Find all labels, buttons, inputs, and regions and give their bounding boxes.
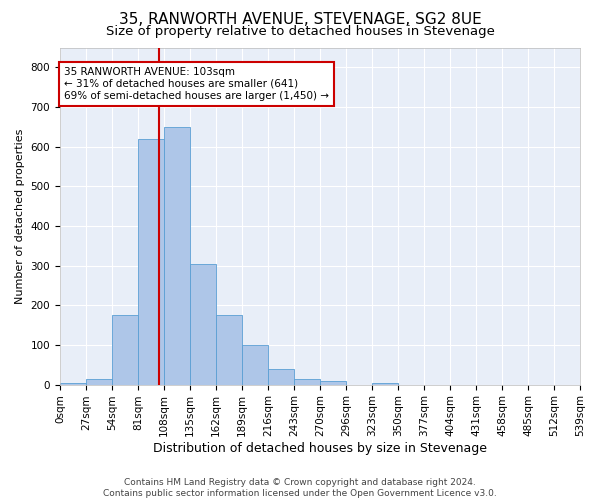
Bar <box>164 127 190 384</box>
Bar <box>372 382 398 384</box>
Bar <box>112 315 138 384</box>
Bar <box>294 378 320 384</box>
Text: 35 RANWORTH AVENUE: 103sqm
← 31% of detached houses are smaller (641)
69% of sem: 35 RANWORTH AVENUE: 103sqm ← 31% of deta… <box>64 68 329 100</box>
Bar <box>86 378 112 384</box>
Text: Size of property relative to detached houses in Stevenage: Size of property relative to detached ho… <box>106 25 494 38</box>
Bar <box>268 368 294 384</box>
Bar <box>138 138 164 384</box>
Bar <box>60 382 86 384</box>
Text: 35, RANWORTH AVENUE, STEVENAGE, SG2 8UE: 35, RANWORTH AVENUE, STEVENAGE, SG2 8UE <box>119 12 481 28</box>
Bar <box>320 380 346 384</box>
X-axis label: Distribution of detached houses by size in Stevenage: Distribution of detached houses by size … <box>153 442 487 455</box>
Y-axis label: Number of detached properties: Number of detached properties <box>15 128 25 304</box>
Text: Contains HM Land Registry data © Crown copyright and database right 2024.
Contai: Contains HM Land Registry data © Crown c… <box>103 478 497 498</box>
Bar <box>242 345 268 385</box>
Bar <box>190 264 216 384</box>
Bar <box>216 315 242 384</box>
